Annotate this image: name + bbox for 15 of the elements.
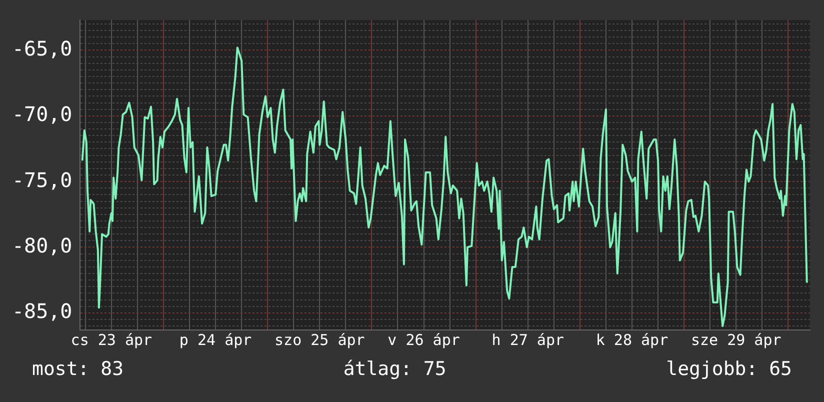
y-tick-label: -75,0 (12, 168, 72, 192)
x-tick-label: k 28 ápr (596, 330, 668, 349)
x-tick-label: p 24 ápr (179, 330, 252, 349)
y-tick-label: -80,0 (12, 233, 72, 258)
text: átlag: 75 (343, 358, 446, 380)
x-tick-label: h 27 ápr (492, 330, 564, 349)
y-tick-label: -65,0 (12, 36, 72, 60)
y-tick-label: -85,0 (12, 299, 72, 324)
y-tick-label: -70,0 (12, 102, 72, 126)
text: most: 83 (32, 358, 124, 380)
x-tick-label: v 26 ápr (388, 330, 460, 349)
x-tick-label: szo 25 ápr (274, 330, 365, 349)
text: legjobb: 65 (666, 358, 792, 380)
x-tick-label: sze 29 ápr (690, 330, 782, 349)
x-tick-label: cs 23 ápr (70, 330, 152, 349)
